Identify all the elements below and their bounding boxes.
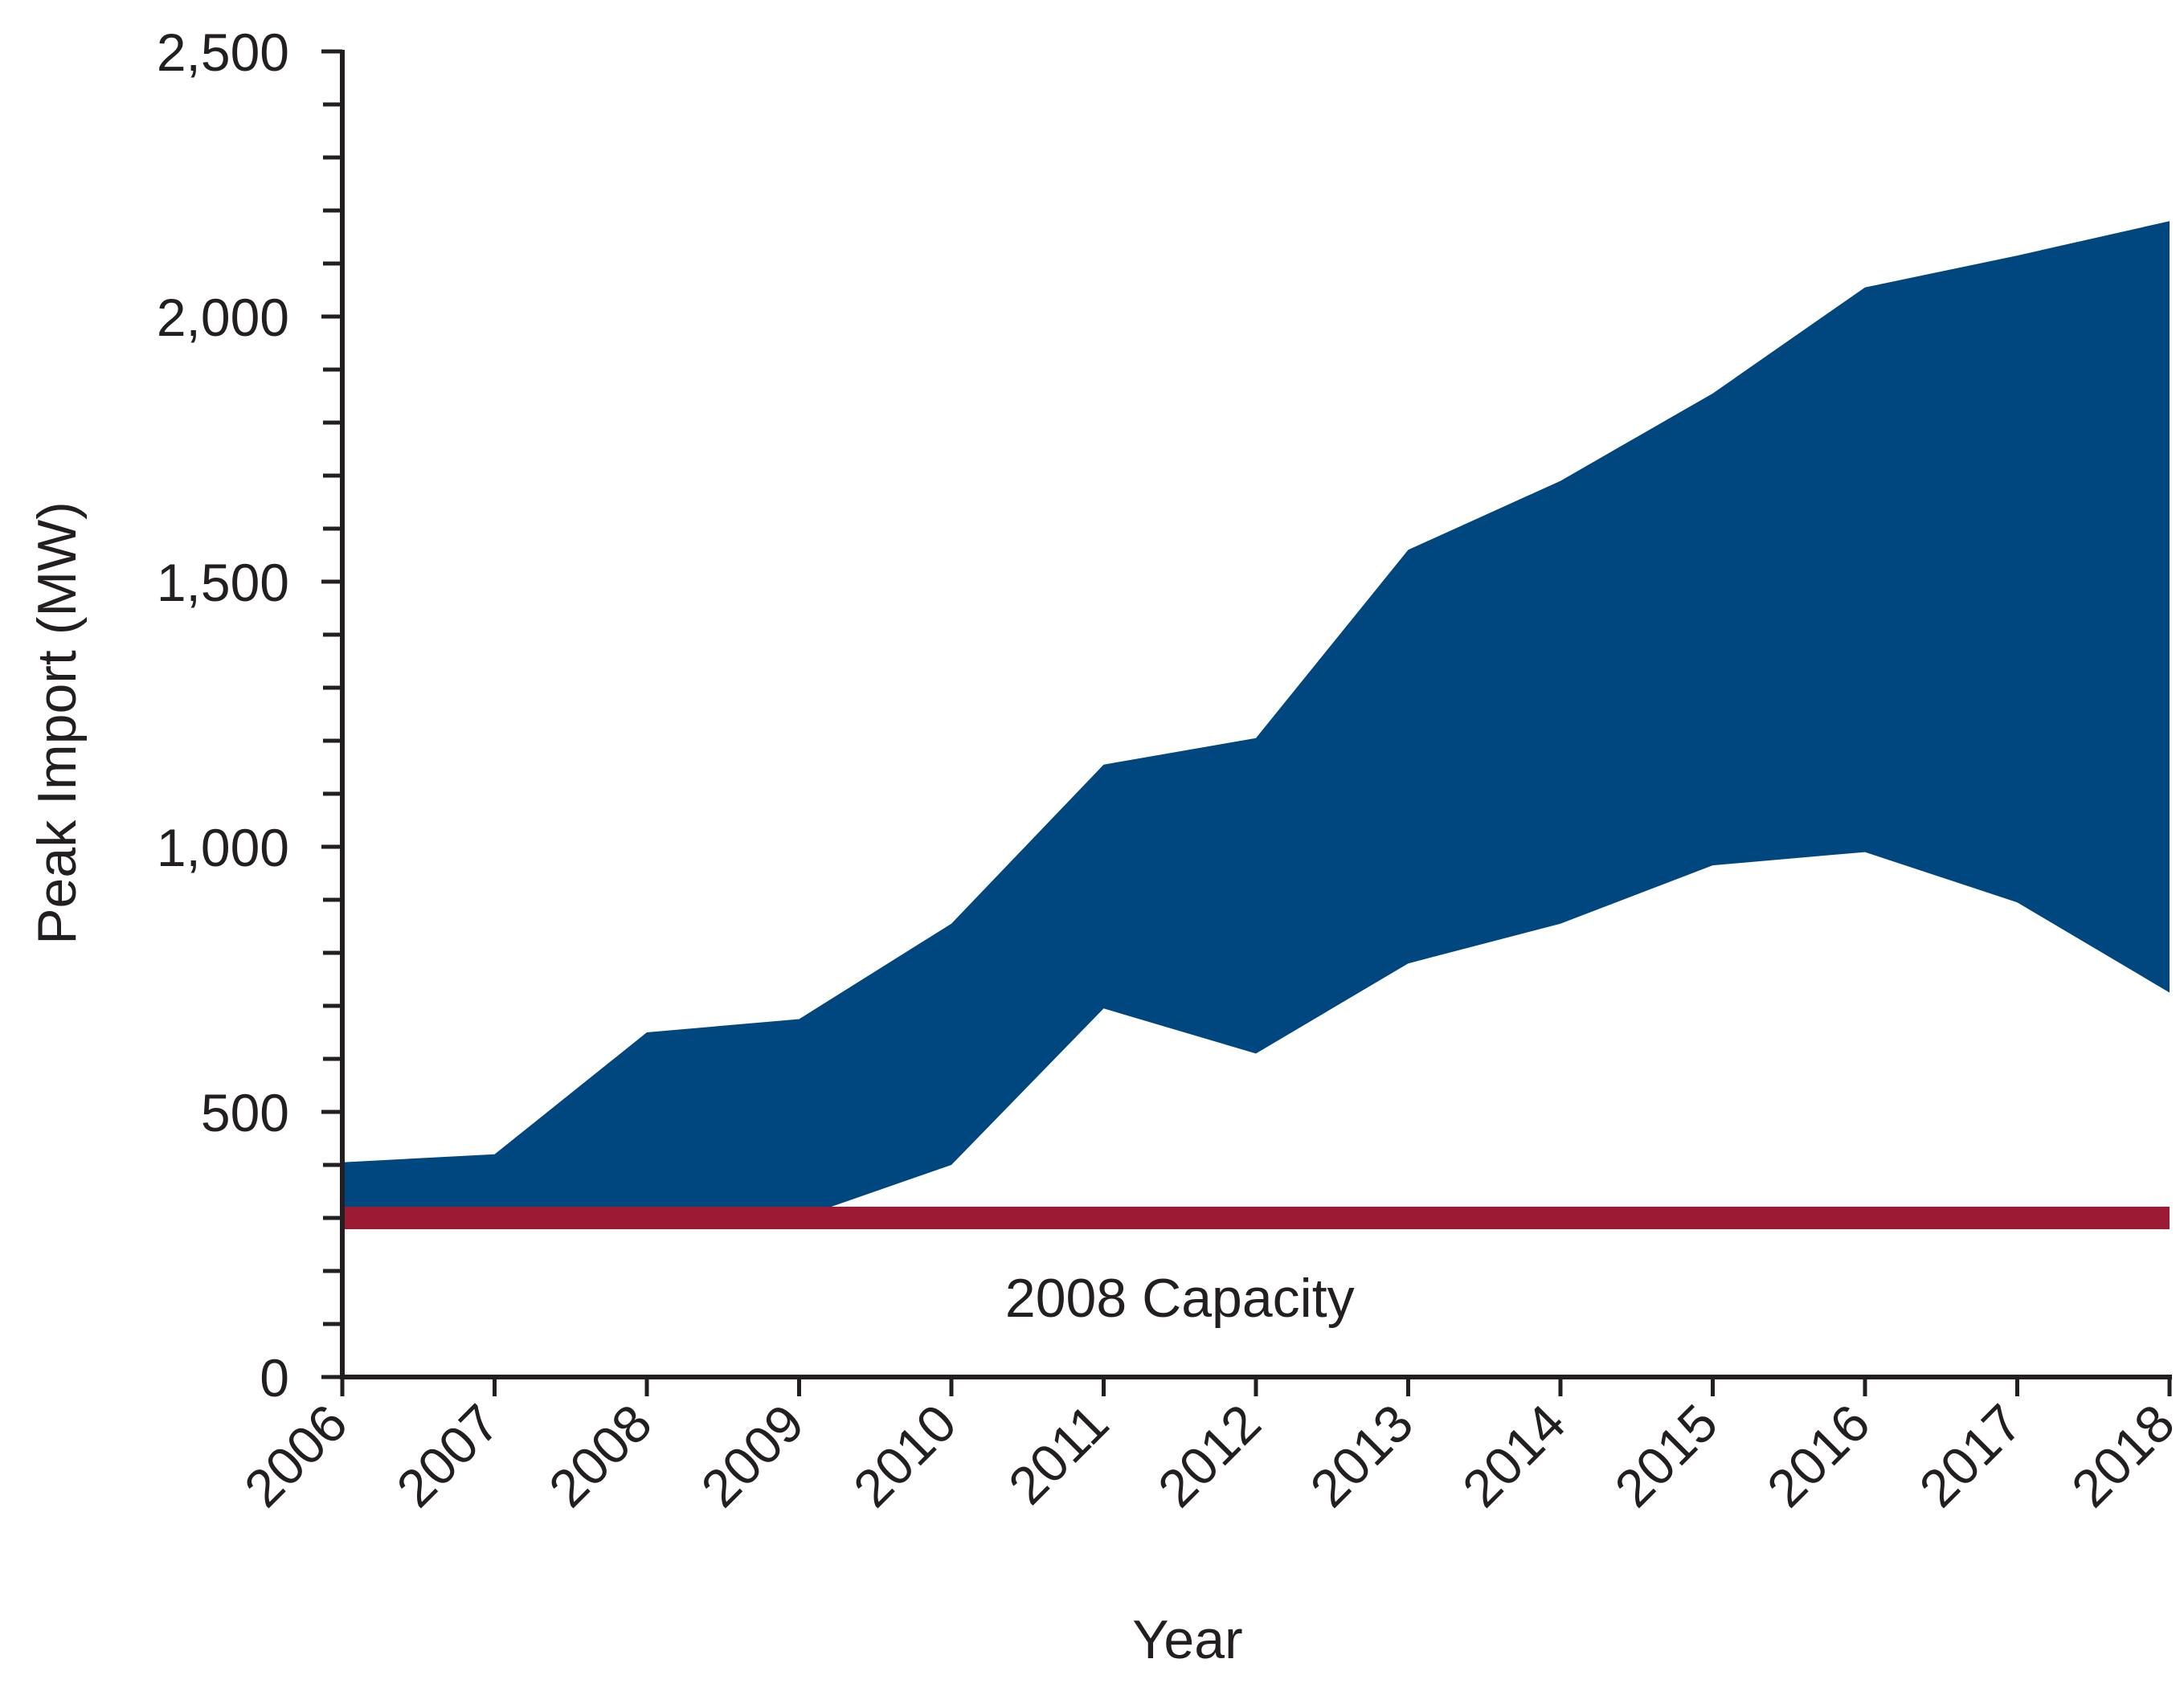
- plot-area: [342, 221, 2170, 1219]
- x-tick-label: 2016: [1756, 1393, 1881, 1518]
- x-tick-label: 2018: [2060, 1393, 2184, 1518]
- x-tick-label: 2013: [1299, 1393, 1424, 1518]
- y-tick-label: 500: [201, 1083, 289, 1142]
- y-tick-label: 2,500: [157, 22, 289, 82]
- axes: [321, 49, 2172, 1396]
- y-tick-label: 1,500: [157, 553, 289, 612]
- x-tick-label: 2012: [1147, 1393, 1272, 1518]
- x-tick-label: 2008: [538, 1393, 663, 1518]
- range-band-area: [342, 221, 2170, 1219]
- y-tick-label: 0: [260, 1348, 289, 1408]
- x-tick-label: 2011: [997, 1393, 1120, 1516]
- capacity-annotation: 2008 Capacity: [1005, 1268, 1355, 1329]
- x-axis-title: Year: [1132, 1609, 1242, 1670]
- x-tick-label: 2015: [1603, 1393, 1728, 1518]
- y-tick-label: 2,000: [157, 288, 289, 347]
- x-tick-label: 2006: [233, 1393, 358, 1518]
- x-tick-label: 2017: [1908, 1393, 2033, 1518]
- x-tick-label: 2010: [842, 1393, 967, 1518]
- y-axis-title: Peak Import (MW): [27, 501, 88, 945]
- x-tick-label: 2009: [689, 1393, 815, 1518]
- x-tick-label: 2014: [1451, 1393, 1577, 1518]
- y-tick-label: 1,000: [157, 818, 289, 877]
- x-tick-label: 2007: [385, 1393, 510, 1518]
